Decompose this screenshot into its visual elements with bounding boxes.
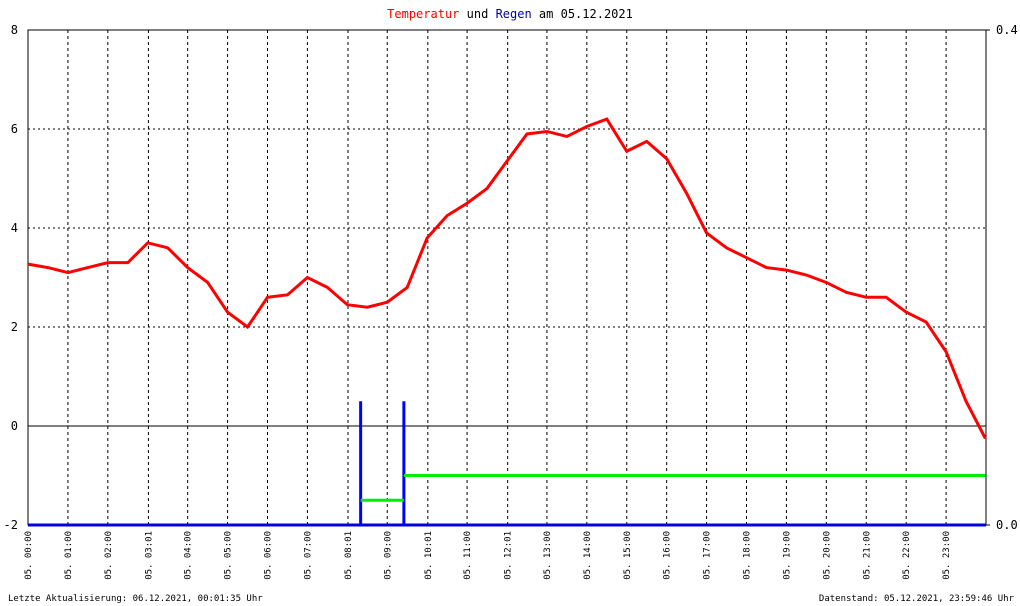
x-tick-label: 05. 03:01 [144, 531, 154, 580]
x-tick-label: 05. 11:00 [463, 531, 473, 580]
title-and: und [467, 7, 489, 21]
y2-tick-label: 0.0 [996, 518, 1018, 532]
x-tick-label: 05. 09:00 [383, 531, 393, 580]
x-tick-label: 05. 18:00 [743, 531, 753, 580]
footer-left: Letzte Aktualisierung: 06.12.2021, 00:01… [8, 594, 263, 604]
plot-frame [27, 29, 987, 526]
x-tick-label: 05. 10:01 [424, 531, 434, 580]
x-tick-label: 05. 20:00 [822, 531, 832, 580]
x-tick-label: 05. 19:00 [782, 531, 792, 580]
x-tick-label: 05. 07:00 [303, 531, 313, 580]
y-tick-label: 8 [11, 23, 18, 37]
x-tick-label: 05. 21:00 [862, 531, 872, 580]
y-tick-label: 2 [11, 320, 18, 334]
y-tick-label: 6 [11, 122, 18, 136]
y-tick-label: -2 [4, 518, 18, 532]
title-temp: Temperatur [387, 7, 459, 21]
x-tick-label: 05. 12:01 [504, 531, 514, 580]
title-rain: Regen [496, 7, 532, 21]
x-tick-label: 05. 06:00 [264, 531, 274, 580]
x-tick-label: 05. 14:00 [583, 531, 593, 580]
x-tick-label: 05. 01:00 [64, 531, 74, 580]
x-tick-label: 05. 00:00 [24, 531, 34, 580]
temperature-line [27, 117, 987, 440]
y-tick-label: 4 [11, 221, 18, 235]
x-tick-label: 05. 05:00 [224, 531, 234, 580]
x-tick-label: 05. 08:01 [344, 531, 354, 580]
chart-title: Temperatur und Regen am 05.12.2021 [387, 7, 633, 21]
x-tick-label: 05. 16:00 [663, 531, 673, 580]
title-date: am 05.12.2021 [539, 7, 633, 21]
x-tick-label: 05. 23:00 [942, 531, 952, 580]
x-tick-label: 05. 15:00 [623, 531, 633, 580]
y2-tick-label: 0.4 [996, 23, 1018, 37]
x-tick-label: 05. 22:00 [902, 531, 912, 580]
x-tick-label: 05. 02:00 [104, 531, 114, 580]
footer-right: Datenstand: 05.12.2021, 23:59:46 Uhr [819, 594, 1015, 604]
y-tick-label: 0 [11, 419, 18, 433]
x-tick-label: 05. 17:00 [703, 531, 713, 580]
x-tick-label: 05. 13:00 [543, 531, 553, 580]
x-tick-label: 05. 04:00 [184, 531, 194, 580]
